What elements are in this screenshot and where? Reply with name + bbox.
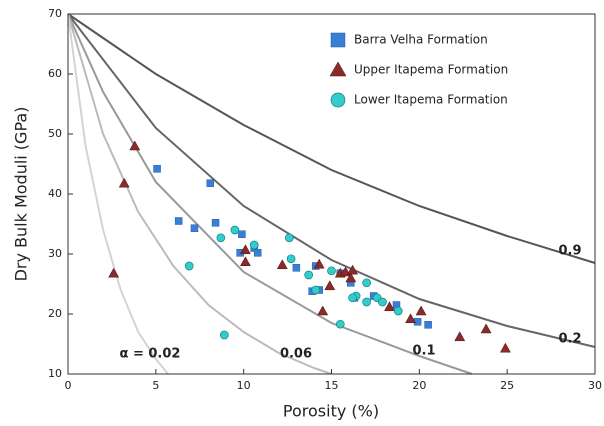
model-curve xyxy=(67,13,332,375)
data-point xyxy=(499,342,511,353)
model-curve xyxy=(67,13,596,264)
x-tick-label: 10 xyxy=(237,379,251,392)
x-axis-title: Porosity (%) xyxy=(283,402,379,421)
data-point xyxy=(415,305,427,316)
model-curve xyxy=(67,13,596,348)
data-point xyxy=(480,323,492,334)
data-point xyxy=(286,254,296,264)
data-point xyxy=(249,240,259,250)
y-tick-label: 60 xyxy=(48,67,62,80)
curve-label: 0.1 xyxy=(412,344,435,359)
data-point xyxy=(311,285,321,295)
data-point xyxy=(327,266,336,276)
data-point xyxy=(393,306,403,316)
y-tick-label: 50 xyxy=(48,127,62,140)
data-point xyxy=(304,270,314,280)
y-tick-label: 10 xyxy=(48,367,62,380)
data-point xyxy=(362,297,371,307)
data-point xyxy=(216,233,226,243)
data-point xyxy=(153,165,161,173)
curve-label: 0.06 xyxy=(280,347,312,362)
legend-marker xyxy=(330,92,346,108)
data-point xyxy=(219,330,229,340)
data-point xyxy=(405,313,416,324)
data-point xyxy=(347,264,359,275)
data-point xyxy=(362,278,371,288)
legend-label: Barra Velha Formation xyxy=(354,33,488,47)
data-point xyxy=(335,319,345,329)
data-point xyxy=(129,140,141,151)
x-tick-label: 5 xyxy=(152,379,159,392)
legend-marker xyxy=(329,61,347,77)
data-point xyxy=(292,264,301,272)
data-point xyxy=(284,233,294,243)
data-point xyxy=(239,256,251,267)
data-point xyxy=(348,293,357,303)
data-point xyxy=(211,219,220,227)
x-tick-label: 0 xyxy=(65,379,72,392)
data-point xyxy=(174,217,183,225)
data-point xyxy=(345,272,357,283)
legend-marker xyxy=(330,32,346,48)
data-point xyxy=(108,267,120,278)
curve-label: α = 0.02 xyxy=(120,347,181,362)
data-point xyxy=(239,244,251,255)
legend-label: Lower Itapema Formation xyxy=(354,93,508,107)
model-curve xyxy=(67,13,169,375)
data-point xyxy=(378,297,387,307)
data-point xyxy=(184,261,194,271)
data-point xyxy=(206,179,215,187)
data-point xyxy=(424,321,432,329)
y-tick-label: 70 xyxy=(48,7,62,20)
curve-label: 0.9 xyxy=(558,244,581,259)
x-tick-label: 15 xyxy=(325,379,339,392)
curve-label: 0.2 xyxy=(558,332,581,347)
y-axis-title: Dry Bulk Moduli (GPa) xyxy=(12,107,31,282)
data-point xyxy=(118,177,130,188)
data-point xyxy=(384,301,395,312)
data-point xyxy=(230,225,240,235)
x-tick-label: 25 xyxy=(500,379,514,392)
y-tick-label: 20 xyxy=(48,307,62,320)
x-tick-label: 20 xyxy=(412,379,426,392)
x-tick-label: 30 xyxy=(588,379,602,392)
data-point xyxy=(253,249,262,257)
data-point xyxy=(454,331,466,342)
data-point xyxy=(324,280,336,291)
data-point xyxy=(238,230,246,238)
data-point xyxy=(317,305,329,316)
legend-label: Upper Itapema Formation xyxy=(354,63,508,77)
model-curve xyxy=(67,13,473,375)
y-tick-label: 30 xyxy=(48,247,62,260)
data-point xyxy=(190,224,199,232)
data-point xyxy=(276,259,288,270)
y-tick-label: 40 xyxy=(48,187,62,200)
data-point xyxy=(313,258,325,269)
